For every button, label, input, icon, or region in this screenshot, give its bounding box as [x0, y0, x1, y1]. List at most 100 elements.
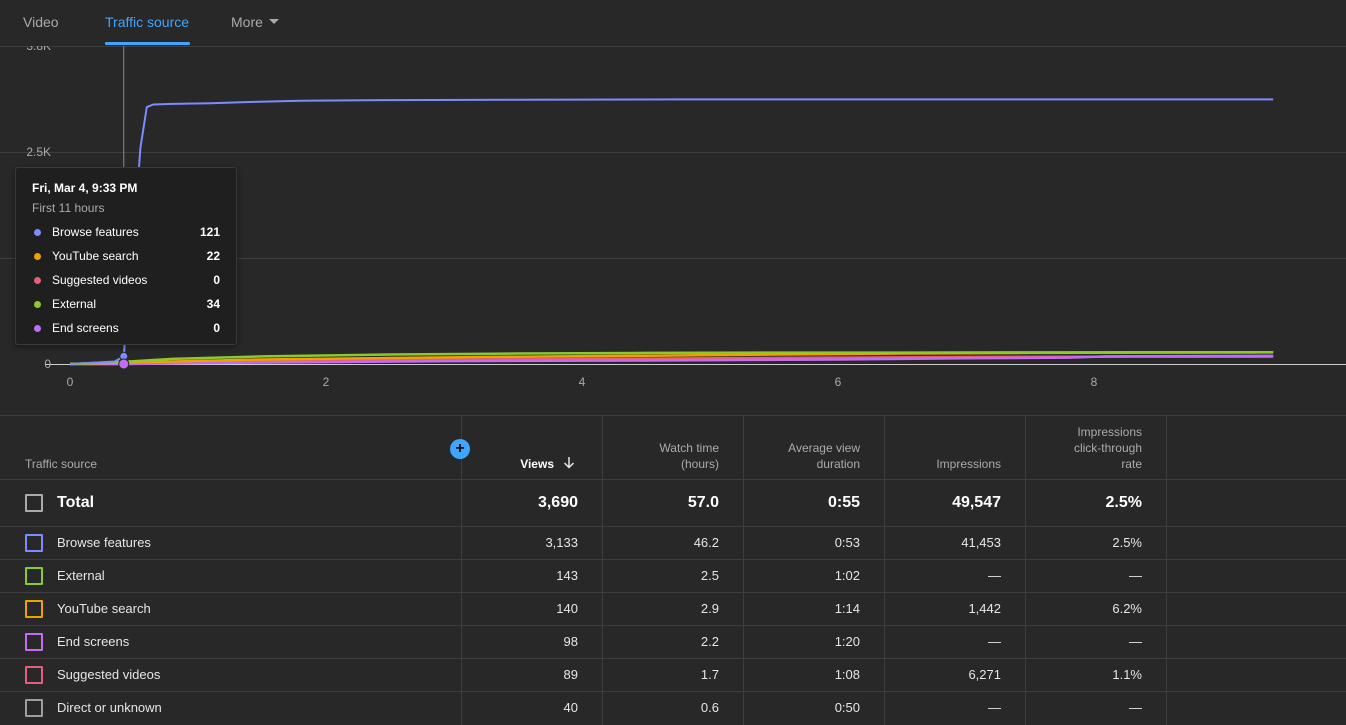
header-average-view-duration[interactable]: Average view duration: [753, 440, 860, 472]
tooltip-row: Browse features 121: [32, 224, 220, 242]
column-divider: [884, 416, 885, 725]
cell-ctr: —: [1129, 700, 1142, 715]
header-impressions[interactable]: Impressions: [936, 457, 1001, 471]
x-tick-label: 2: [323, 375, 330, 389]
row-checkbox[interactable]: [25, 534, 43, 552]
cell-ctr: 2.5%: [1105, 494, 1142, 511]
cell-impressions: —: [988, 568, 1001, 583]
table-row[interactable]: YouTube search 140 2.9 1:14 1,442 6.2%: [0, 592, 1346, 626]
series-line-browse-features: [69, 98, 1274, 365]
table-row[interactable]: Suggested videos 89 1.7 1:08 6,271 1.1%: [0, 658, 1346, 692]
header-watch-time[interactable]: Watch time (hours): [612, 440, 719, 472]
chart-tooltip: Fri, Mar 4, 9:33 PM First 11 hours Brows…: [15, 167, 237, 345]
y-tick-label: 3.8K: [26, 46, 51, 53]
row-checkbox[interactable]: [25, 666, 43, 684]
add-column-button[interactable]: +: [450, 439, 470, 459]
cell-impressions: 41,453: [961, 535, 1001, 550]
cell-avg-duration: 0:53: [834, 535, 860, 550]
tooltip-row-value: 22: [206, 249, 220, 263]
cell-impressions: —: [988, 634, 1001, 649]
cell-watch-time: 0.6: [700, 700, 719, 715]
row-checkbox[interactable]: [25, 600, 43, 618]
tooltip-row: YouTube search 22: [32, 248, 220, 266]
x-tick-label: 6: [835, 375, 842, 389]
row-name: YouTube search: [57, 601, 151, 616]
tooltip-title: Fri, Mar 4, 9:33 PM: [32, 181, 138, 195]
sort-down-arrow-icon[interactable]: [563, 456, 575, 470]
row-name: Suggested videos: [57, 667, 161, 682]
cell-avg-duration: 1:08: [834, 667, 860, 682]
tooltip-row-label: YouTube search: [52, 249, 139, 263]
row-name: End screens: [57, 634, 130, 649]
cell-ctr: —: [1129, 568, 1142, 583]
header-watch-time-line1: Watch time: [659, 441, 719, 455]
tooltip-row: Suggested videos 0: [32, 272, 220, 290]
series-line-end-screens: [70, 354, 1274, 366]
cell-avg-duration: 1:14: [834, 601, 860, 616]
row-checkbox[interactable]: [25, 699, 43, 717]
cell-watch-time: 2.9: [700, 601, 719, 616]
tooltip-row-label: External: [52, 297, 97, 311]
cell-avg-duration: 1:02: [834, 568, 860, 583]
cell-views: 98: [563, 634, 578, 649]
column-divider: [1025, 416, 1026, 725]
cell-watch-time: 2.2: [700, 634, 719, 649]
column-divider: [1166, 416, 1167, 725]
row-checkbox[interactable]: [25, 633, 43, 651]
tooltip-row-label: Browse features: [52, 225, 139, 239]
tab-video[interactable]: Video: [23, 14, 59, 30]
x-tick-label: 0: [67, 375, 74, 389]
tab-more[interactable]: More: [231, 14, 279, 30]
tooltip-row: End screens 0: [32, 320, 220, 338]
tooltip-row-value: 0: [213, 321, 220, 335]
series-dot-icon: [34, 229, 41, 236]
header-avg-line2: duration: [816, 457, 860, 471]
header-views[interactable]: Views: [520, 457, 554, 471]
row-name: Browse features: [57, 535, 151, 550]
tab-traffic-source[interactable]: Traffic source: [105, 14, 190, 30]
cell-views: 143: [556, 568, 578, 583]
header-traffic-source[interactable]: Traffic source: [25, 457, 98, 471]
row-name: External: [57, 568, 105, 583]
header-ctr-line3: rate: [1121, 457, 1142, 471]
cell-ctr: 6.2%: [1112, 601, 1142, 616]
table-row[interactable]: Direct or unknown 40 0.6 0:50 — —: [0, 691, 1346, 725]
traffic-source-table: Traffic source + Views Watch time (hours…: [0, 415, 1346, 725]
header-watch-time-line2: (hours): [680, 457, 719, 471]
table-row[interactable]: End screens 98 2.2 1:20 — —: [0, 625, 1346, 659]
cell-impressions: 6,271: [968, 667, 1001, 682]
cell-watch-time: 57.0: [687, 494, 719, 511]
column-divider: [461, 416, 462, 725]
cell-avg-duration: 0:55: [827, 494, 860, 511]
header-ctr[interactable]: Impressions click-through rate: [1035, 424, 1142, 472]
hover-point: [118, 358, 130, 370]
series-line-external: [69, 350, 1274, 366]
tooltip-subtitle: First 11 hours: [32, 201, 105, 215]
cell-ctr: —: [1129, 634, 1142, 649]
cell-watch-time: 1.7: [700, 667, 719, 682]
cell-views: 89: [563, 667, 578, 682]
cell-views: 140: [556, 601, 578, 616]
y-tick-label: 0: [44, 357, 51, 371]
table-row[interactable]: External 143 2.5 1:02 — —: [0, 559, 1346, 593]
column-divider: [743, 416, 744, 725]
tooltip-row-value: 0: [213, 273, 220, 287]
cell-ctr: 2.5%: [1112, 535, 1142, 550]
series-dot-icon: [34, 301, 41, 308]
tooltip-row-label: Suggested videos: [52, 273, 148, 287]
cell-impressions: 49,547: [952, 494, 1001, 511]
x-tick-label: 8: [1091, 375, 1098, 389]
row-checkbox[interactable]: [25, 567, 43, 585]
y-tick-label: 2.5K: [26, 145, 51, 159]
cell-ctr: 1.1%: [1112, 667, 1142, 682]
total-checkbox[interactable]: [25, 494, 43, 512]
table-row[interactable]: Browse features 3,133 46.2 0:53 41,453 2…: [0, 526, 1346, 560]
cell-views: 3,133: [545, 535, 578, 550]
cell-views: 40: [563, 700, 578, 715]
series-dot-icon: [34, 277, 41, 284]
active-tab-indicator: [105, 42, 190, 45]
series-dot-icon: [34, 253, 41, 260]
header-ctr-line2: click-through: [1073, 441, 1142, 455]
cell-views: 3,690: [537, 494, 578, 511]
x-tick-label: 4: [579, 375, 586, 389]
